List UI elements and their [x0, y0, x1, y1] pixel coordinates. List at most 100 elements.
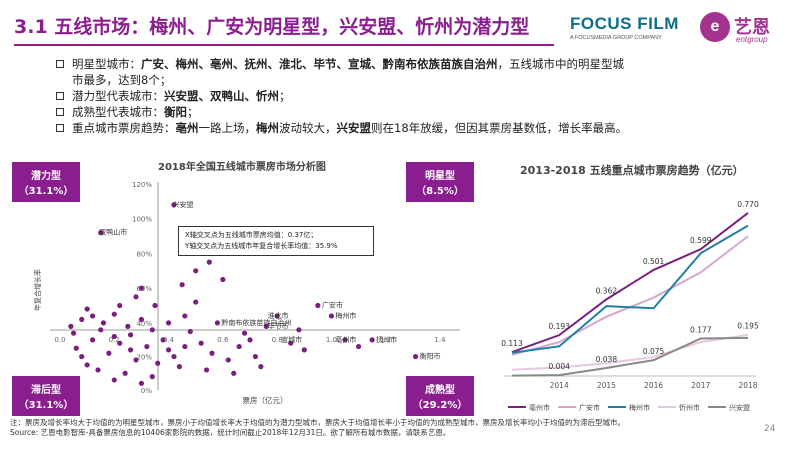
bullet-potential-cities: 潜力型代表城市：兴安盟、双鸭山、忻州；: [56, 88, 756, 104]
scatter-point: [263, 323, 269, 329]
scatter-y-tick: 60%: [136, 285, 152, 293]
footnote-definition: 注：票房及增长率均大于均值的为明星型城市，票房小于均值增长率大于均值的为潜力型城…: [10, 418, 625, 427]
quadrant-lagging: 滞后型 （31.1%）: [12, 376, 80, 416]
scatter-point: [138, 316, 145, 323]
scatter-point-label: 抚州市: [376, 335, 397, 344]
scatter-point: [355, 343, 362, 350]
scatter-chart-title: 2018年全国五线城市票房市场分析图: [158, 162, 326, 173]
scatter-point: [125, 323, 131, 329]
scatter-point: [95, 367, 101, 373]
scatter-point: [198, 340, 204, 346]
line-x-tick: 2014: [550, 381, 569, 390]
line-x-tick: 2016: [644, 381, 663, 390]
scatter-point: [149, 374, 155, 380]
scatter-point: [187, 328, 193, 335]
scatter-point-label: 宣城市: [281, 335, 302, 344]
scatter-point: [152, 302, 158, 309]
scatter-point: [100, 320, 107, 326]
entgroup-logo: e 艺恩 entgroup: [700, 12, 796, 48]
scatter-point: [369, 337, 375, 343]
scatter-point: [117, 302, 123, 309]
line-data-label: 0.004: [548, 362, 570, 371]
scatter-point: [328, 313, 335, 319]
line-series: [511, 235, 749, 356]
scatter-y-label: 年复合增长率: [33, 269, 42, 311]
line-x-tick: 2015: [597, 381, 616, 390]
page-title: 3.1 五线市场：梅州、广安为明星型，兴安盟、忻州为潜力型: [14, 16, 530, 38]
line-data-label: 0.599: [690, 236, 712, 245]
scatter-point: [236, 343, 242, 350]
line-series: [511, 333, 749, 371]
scatter-point: [301, 347, 307, 353]
footnote: 注：票房及增长率均大于均值的为明星型城市，票房小于均值增长率大于均值的为潜力型城…: [10, 418, 750, 438]
scatter-point: [84, 362, 90, 368]
line-x-tick: 2017: [691, 381, 710, 390]
scatter-point: [247, 337, 253, 343]
quadrant-mature: 成熟型 （29.2%）: [406, 376, 474, 416]
scatter-point: [193, 268, 199, 274]
line-data-label: 0.113: [501, 339, 523, 348]
scatter-point: [73, 345, 79, 351]
quadrant-star: 明星型 （8.5%）: [406, 162, 474, 202]
legend-label: 亳州市: [529, 403, 550, 412]
line-data-label: 0.075: [643, 347, 665, 356]
scatter-point: [79, 353, 85, 360]
footnote-source: Source: 艺恩电影智库-具备票房信息的10406家影院的数据，统计时间截止…: [10, 428, 451, 437]
focus-film-logo-text: FOCUS FILM: [570, 14, 679, 33]
checkbox-icon: [56, 124, 64, 132]
scatter-point: [98, 327, 104, 333]
scatter-point: [193, 299, 199, 305]
scatter-x-tick: 0.8: [272, 336, 283, 344]
scatter-x-tick: 1.2: [380, 336, 391, 344]
line-data-label: 0.770: [737, 200, 759, 209]
line-data-label: 0.501: [643, 257, 665, 266]
scatter-y-tick: 80%: [136, 250, 152, 258]
scatter-y-tick: 20%: [136, 354, 152, 362]
bullet-star-cities: 明星型城市：广安、梅州、亳州、抚州、淮北、毕节、宣城、黔南布依族苗族自治州，五线…: [56, 56, 756, 72]
line-chart-title: 2013-2018 五线重点城市票房趋势（亿元）: [520, 164, 744, 177]
scatter-point: [127, 347, 134, 353]
scatter-point: [160, 337, 166, 343]
scatter-point: [171, 202, 177, 208]
scatter-point: [89, 337, 96, 343]
scatter-point: [155, 360, 161, 366]
scatter-point: [111, 333, 117, 340]
axis-cross-callout: X轴交叉点为五线城市票房均值：0.37亿； Y轴交叉点为五线城市年复合增长率均值…: [178, 226, 374, 256]
scatter-y-tick: 120%: [132, 181, 152, 189]
line-series: [511, 336, 749, 377]
entgroup-logo-mark: e: [700, 12, 730, 42]
scatter-point: [206, 259, 212, 265]
scatter-point: [122, 370, 128, 376]
scatter-point: [68, 323, 74, 329]
scatter-x-tick: 1.0: [326, 336, 337, 344]
scatter-point-label: 黔南布依族苗族自治州: [221, 318, 291, 327]
bullet-list: 明星型城市：广安、梅州、亳州、抚州、淮北、毕节、宣城、黔南布依族苗族自治州，五线…: [56, 56, 756, 136]
scatter-point: [182, 343, 188, 350]
scatter-point-label: 毕节市: [268, 321, 289, 330]
scatter-point: [241, 330, 248, 336]
scatter-point: [149, 327, 155, 333]
checkbox-icon: [56, 60, 64, 68]
scatter-y-tick: 100%: [132, 216, 152, 224]
focus-film-logo-sub: A FOCUSMEDIA GROUP COMPANY: [570, 35, 662, 41]
scatter-point-label: 衡阳市: [420, 352, 441, 361]
scatter-point: [176, 364, 183, 370]
entgroup-logo-cn: 艺恩: [734, 17, 770, 38]
scatter-point: [412, 353, 419, 360]
legend-label: 梅州市: [629, 403, 650, 412]
scatter-x-tick: 0.6: [217, 336, 229, 344]
line-data-label: 0.038: [596, 355, 618, 364]
scatter-point-label: 亳州市: [335, 335, 356, 344]
line-data-label: 0.177: [690, 326, 712, 335]
line-series: [511, 224, 749, 354]
scatter-point: [165, 320, 172, 326]
checkbox-icon: [56, 92, 64, 100]
scatter-point: [84, 306, 90, 312]
scatter-point: [209, 350, 215, 356]
scatter-point: [252, 353, 259, 360]
scatter-point: [315, 302, 321, 309]
entgroup-logo-en: entgroup: [736, 35, 768, 44]
scatter-point: [133, 357, 139, 363]
scatter-point: [220, 276, 226, 283]
